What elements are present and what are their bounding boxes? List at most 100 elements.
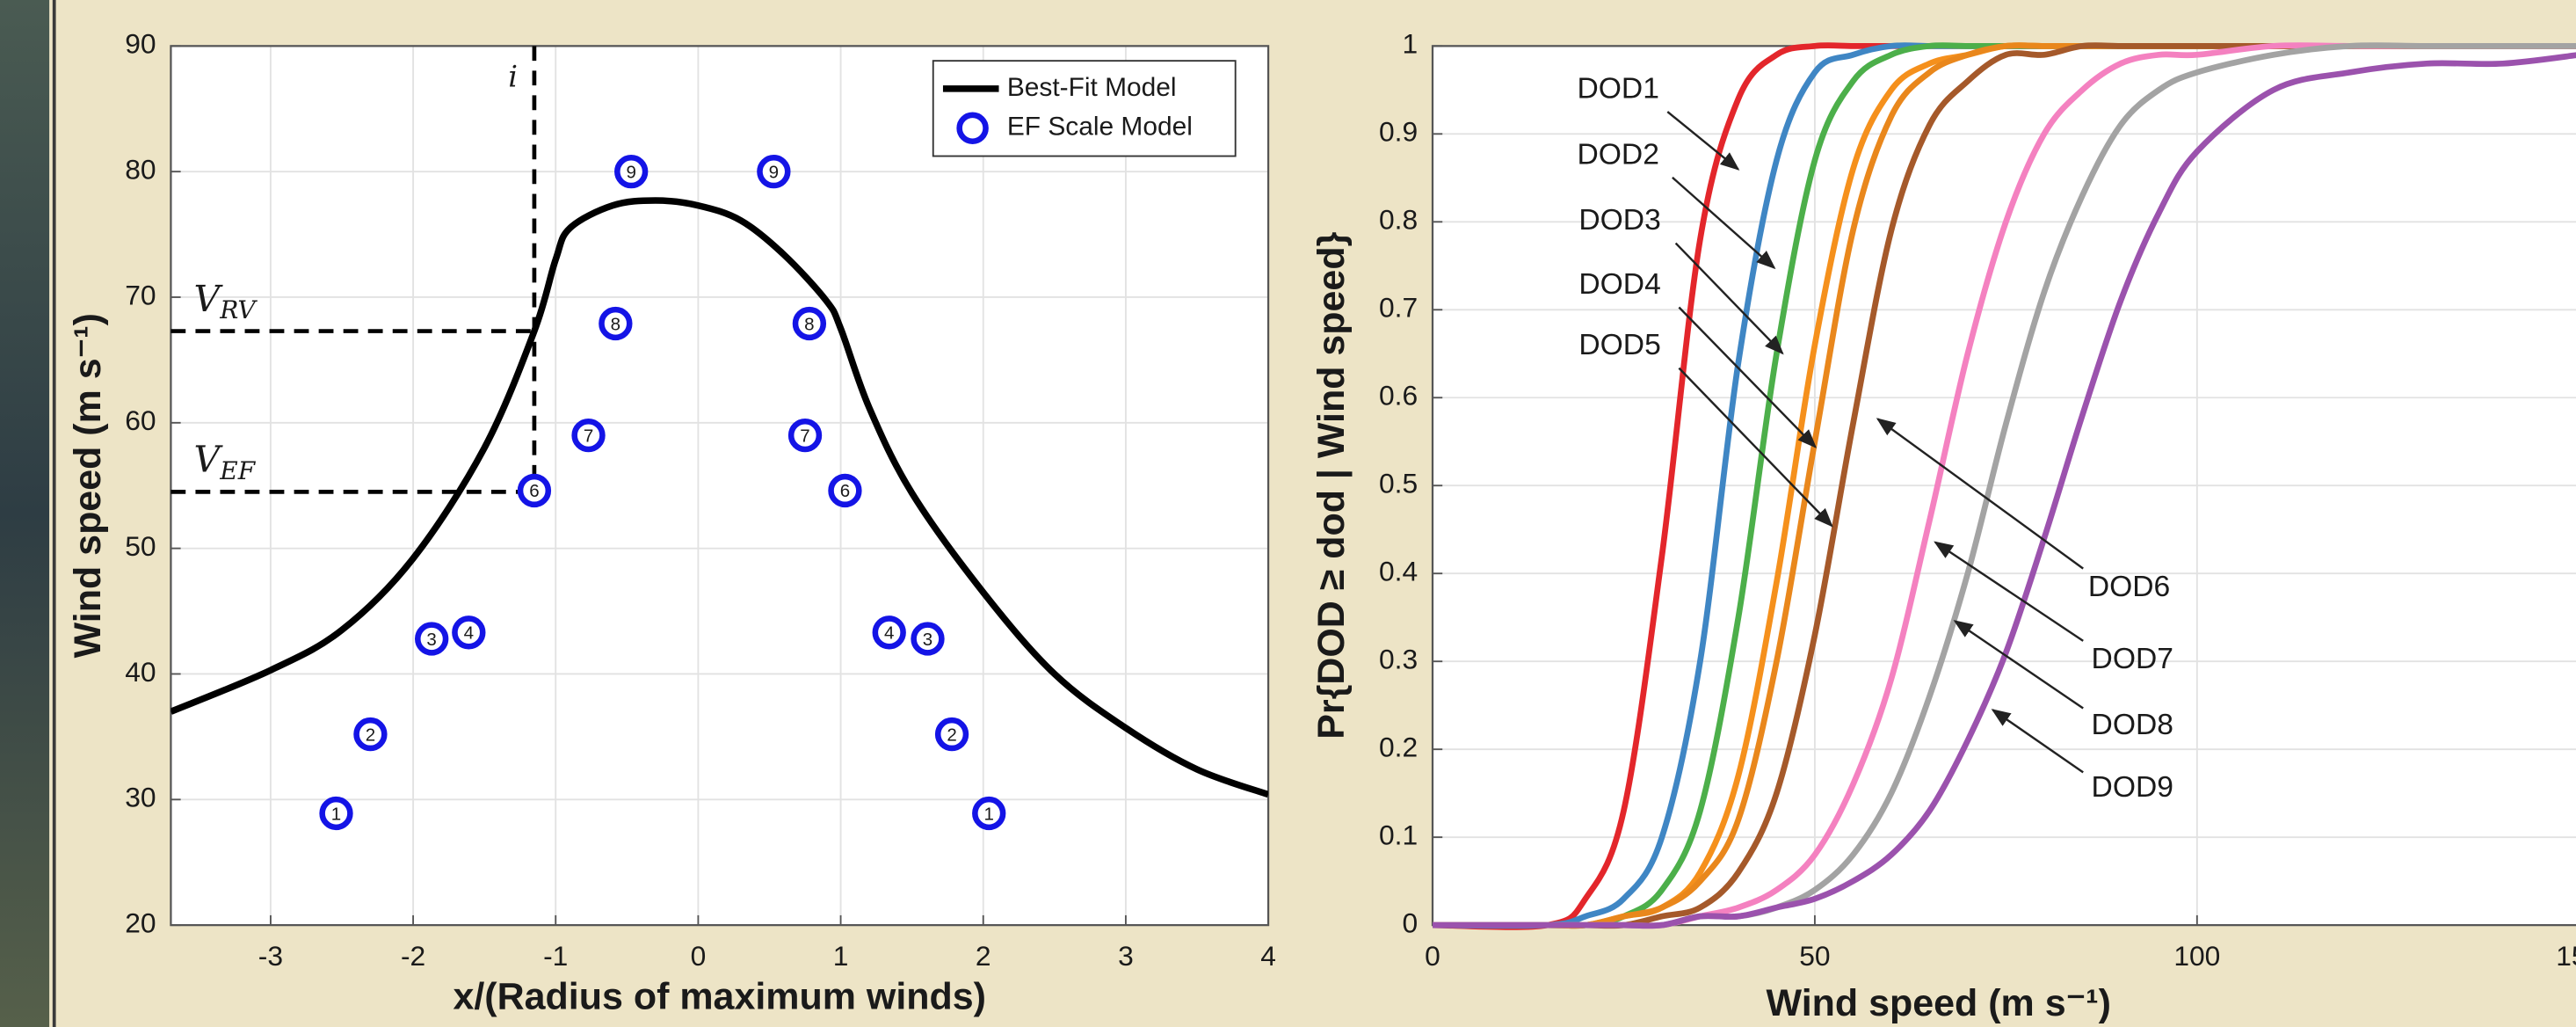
- label-arrow: [1678, 367, 1833, 528]
- series-label: DOD4: [1578, 268, 1660, 301]
- annotation-subscript: RV: [219, 295, 258, 324]
- x-tick-label: 0: [691, 940, 707, 972]
- y-tick-label: 60: [125, 404, 156, 436]
- y-tick-label: 0.7: [1379, 292, 1418, 324]
- y-tick-label: 0.8: [1379, 204, 1418, 236]
- point-label: 4: [464, 623, 474, 644]
- y-tick-label: 0.5: [1379, 468, 1418, 499]
- point-label: 8: [611, 314, 620, 334]
- marker: [517, 473, 552, 508]
- annotation-label: i: [508, 60, 518, 94]
- y-tick-label: 0.4: [1379, 556, 1418, 587]
- label-arrow: [1678, 306, 1818, 448]
- marker: [911, 622, 945, 656]
- point-label: 6: [529, 481, 539, 501]
- point-label: 9: [769, 162, 779, 182]
- x-tick-label: 150: [2556, 940, 2576, 972]
- y-tick-label: 40: [125, 656, 156, 688]
- series-line: [171, 197, 1269, 798]
- y-tick-label: 0.3: [1379, 644, 1418, 675]
- marker: [934, 717, 969, 752]
- y-axis-label: Pr{DOD ≥ dod | Wind speed}: [1310, 231, 1353, 739]
- x-tick-label: -2: [401, 940, 425, 972]
- marker: [787, 418, 823, 453]
- x-axis-label: Wind speed (m s⁻¹): [1767, 982, 2111, 1024]
- plot-area: [171, 46, 1269, 926]
- point-label: 1: [331, 804, 341, 824]
- marker: [828, 473, 862, 508]
- y-tick-label: 30: [125, 782, 156, 813]
- series-label: DOD6: [2088, 571, 2170, 603]
- marker: [353, 717, 388, 752]
- marker: [415, 622, 449, 656]
- marker: [872, 615, 906, 650]
- point-label: 7: [800, 426, 809, 446]
- legend-label: EF Scale Model: [1007, 113, 1193, 142]
- point-label: 3: [923, 630, 932, 650]
- annotation-label: VRV: [194, 277, 258, 324]
- x-tick-label: 4: [1260, 940, 1276, 972]
- x-tick-label: -1: [543, 940, 568, 972]
- label-arrow: [1674, 242, 1784, 355]
- y-tick-label: 0.6: [1379, 380, 1418, 412]
- x-tick-label: 0: [1425, 940, 1440, 972]
- y-tick-label: 0.1: [1379, 819, 1418, 851]
- marker: [319, 796, 353, 831]
- marker: [452, 615, 486, 650]
- x-tick-label: 2: [976, 940, 991, 972]
- label-arrow: [1666, 111, 1740, 171]
- annotation-subscript: EF: [219, 455, 256, 484]
- x-tick-label: 50: [1799, 940, 1830, 972]
- y-tick-label: 70: [125, 279, 156, 310]
- chart: -3 -2 -1 0 1 2 3 4 20 30 40 50 60 70 80 90 x/(Radius of …: [67, 28, 1276, 1018]
- annotation-symbol: V: [194, 438, 224, 480]
- series-label: DOD1: [1577, 73, 1658, 106]
- legend-swatch: [956, 112, 989, 144]
- point-label: 8: [804, 314, 814, 334]
- series-line: [1432, 52, 2576, 929]
- label-arrow: [1934, 541, 2084, 642]
- series-label: DOD3: [1578, 204, 1660, 237]
- x-tick-label: -3: [258, 940, 283, 972]
- y-tick-label: 0: [1402, 907, 1418, 939]
- chart: 0 50 100 150 0 0.1 0.2 0.3 0.4 0.5 0.6 0.7 0.8 0.9 1 Wi…: [1310, 28, 2576, 1024]
- series-label: DOD8: [2092, 709, 2173, 741]
- marker: [571, 418, 606, 453]
- side-image: [0, 0, 50, 1027]
- x-tick-label: 3: [1118, 940, 1134, 972]
- legend-box: [932, 60, 1237, 157]
- y-tick-label: 50: [125, 530, 156, 562]
- y-tick-label: 0.9: [1379, 116, 1418, 148]
- series-label: DOD9: [2092, 771, 2173, 804]
- y-tick-label: 80: [125, 154, 156, 186]
- x-axis-label: x/(Radius of maximum winds): [453, 976, 986, 1018]
- point-label: 4: [884, 623, 894, 644]
- y-tick-label: 1: [1402, 28, 1418, 60]
- point-label: 7: [584, 426, 593, 446]
- label-arrow: [1672, 176, 1776, 270]
- point-label: 1: [984, 804, 994, 824]
- marker: [972, 796, 1006, 831]
- legend-label: Best-Fit Model: [1007, 73, 1177, 102]
- label-arrow: [1991, 709, 2084, 774]
- x-tick-label: 100: [2173, 940, 2220, 972]
- annotation-symbol: V: [194, 277, 224, 319]
- x-tick-label: 1: [833, 940, 849, 972]
- point-label: 3: [426, 630, 436, 650]
- annotation-label: VEF: [194, 438, 257, 484]
- point-label: 2: [947, 725, 956, 745]
- series-label: DOD5: [1578, 329, 1660, 361]
- marker: [757, 155, 791, 189]
- y-tick-label: 90: [125, 28, 156, 60]
- y-tick-label: 0.2: [1379, 732, 1418, 763]
- series-label: DOD7: [2092, 643, 2173, 675]
- marker: [614, 155, 649, 189]
- point-label: 9: [626, 162, 635, 182]
- marker: [599, 306, 633, 341]
- y-axis-label: Wind speed (m s⁻¹): [67, 313, 109, 658]
- point-label: 2: [366, 725, 375, 745]
- series-label: DOD2: [1577, 138, 1658, 171]
- point-label: 6: [840, 481, 850, 501]
